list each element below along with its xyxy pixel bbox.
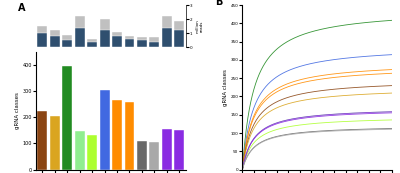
Bar [50, 116, 60, 170]
Bar [124, 36, 134, 47]
Bar [162, 129, 172, 170]
Bar [112, 99, 122, 170]
Bar [62, 35, 72, 47]
Bar [62, 40, 72, 47]
Bar [37, 26, 47, 47]
Bar [62, 66, 72, 170]
Bar [50, 36, 60, 47]
Bar [112, 36, 122, 47]
Text: B: B [216, 0, 223, 7]
Bar [112, 32, 122, 47]
Bar [137, 37, 147, 47]
Bar [124, 39, 134, 47]
Y-axis label: million
reads: million reads [195, 19, 204, 33]
Bar [150, 37, 160, 47]
Bar [37, 33, 47, 47]
Bar [174, 21, 184, 47]
Bar [75, 131, 85, 170]
Bar [124, 102, 134, 170]
Bar [100, 90, 110, 170]
Bar [100, 19, 110, 47]
Bar [37, 111, 47, 170]
Text: A: A [18, 3, 26, 13]
Bar [75, 28, 85, 47]
Bar [100, 30, 110, 47]
Bar [87, 135, 97, 170]
Bar [174, 30, 184, 47]
Y-axis label: gRNA classes: gRNA classes [15, 92, 20, 129]
Bar [87, 42, 97, 47]
Bar [150, 142, 160, 170]
Bar [162, 28, 172, 47]
Bar [174, 130, 184, 170]
Bar [50, 30, 60, 47]
Bar [137, 40, 147, 47]
Bar [150, 42, 160, 47]
Bar [162, 16, 172, 47]
Bar [75, 16, 85, 47]
Bar [137, 141, 147, 170]
Bar [87, 39, 97, 47]
Y-axis label: gRNA classes: gRNA classes [223, 69, 228, 106]
